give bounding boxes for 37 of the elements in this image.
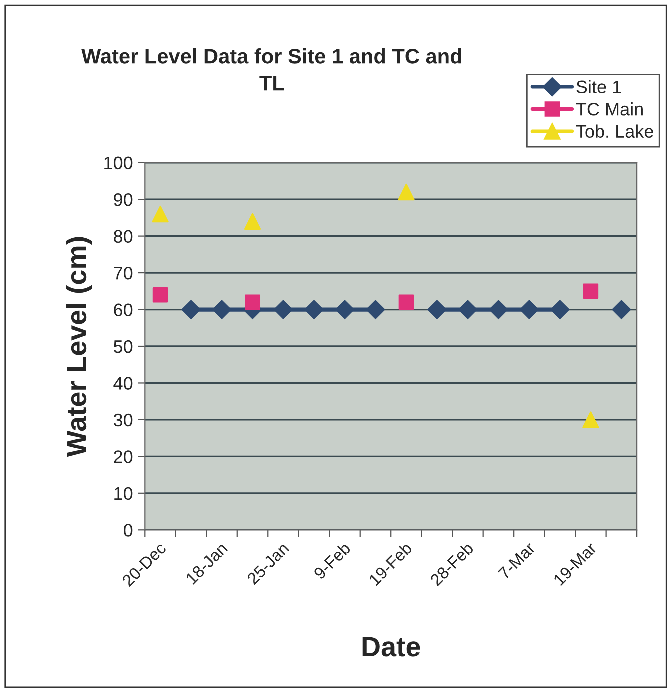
point: [582, 412, 600, 428]
y-tick-label: 50: [114, 340, 133, 354]
y-tick-label: 40: [114, 377, 133, 390]
legend-label: Tob. Lake: [576, 124, 654, 138]
point: [583, 284, 599, 300]
point: [182, 300, 201, 320]
point: [550, 300, 570, 320]
point: [398, 294, 414, 310]
point: [366, 300, 386, 320]
point: [212, 300, 232, 320]
point: [398, 184, 415, 201]
y-tick-label: 100: [104, 156, 133, 170]
y-axis-title: Water Level (cm): [66, 237, 92, 458]
point: [152, 206, 169, 223]
point: [274, 300, 294, 320]
point: [612, 300, 632, 320]
y-tick-label: 80: [114, 230, 133, 244]
y-tick-label: 20: [114, 450, 133, 464]
legend-label: TC Main: [576, 102, 643, 116]
x-axis-title: Date: [362, 637, 420, 657]
y-tick-label: 70: [114, 266, 133, 280]
point: [489, 300, 508, 320]
point: [245, 294, 260, 310]
point: [335, 300, 355, 320]
y-tick-label: 10: [114, 487, 133, 500]
legend-label: Site 1: [576, 80, 622, 94]
y-tick-label: 30: [114, 414, 133, 427]
point: [244, 213, 262, 230]
chart-title: Water Level Data for Site 1 and TC and TL: [82, 48, 462, 91]
y-tick-label: 60: [114, 304, 133, 316]
point: [304, 300, 324, 320]
point: [458, 300, 478, 320]
y-tick-label: 0: [124, 524, 133, 537]
y-tick-label: 90: [114, 194, 133, 206]
point: [520, 300, 539, 320]
point: [152, 287, 168, 303]
point: [428, 300, 447, 320]
